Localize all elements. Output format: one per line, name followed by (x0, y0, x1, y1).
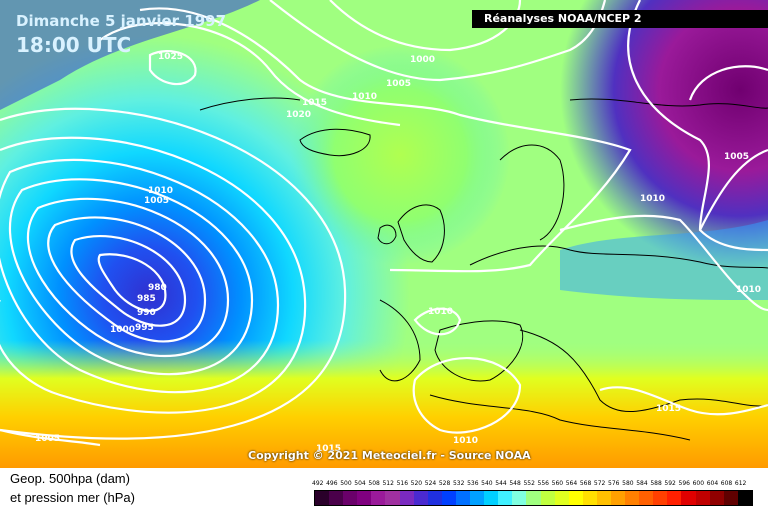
color-scale-swatch (455, 491, 471, 505)
color-scale-swatch (667, 491, 682, 505)
color-scale-value: 588 (650, 480, 662, 487)
isobar-label: 1010 (352, 92, 377, 102)
isobar-label: 990 (137, 308, 156, 318)
color-scale-swatch (371, 491, 386, 505)
isobar-label: 1015 (316, 444, 341, 454)
color-scale-swatch (413, 491, 428, 505)
color-scale-value: 528 (438, 480, 451, 487)
isobar-label: 1010 (736, 285, 761, 295)
color-scale-value: 532 (452, 480, 465, 487)
coastlines (199, 97, 768, 441)
color-scale-value: 540 (481, 480, 493, 487)
isobar-label: 1015 (656, 404, 681, 414)
color-scale-swatch (526, 491, 541, 505)
color-scale-value: 520 (410, 480, 423, 487)
color-scale-value: 548 (509, 480, 521, 487)
color-scale-value: 608 (720, 480, 733, 487)
isobar-label: 1005 (144, 196, 169, 206)
color-scale-swatch (709, 491, 724, 505)
color-scale-value: 600 (692, 480, 705, 487)
source-label: Réanalyses NOAA/NCEP 2 (472, 10, 768, 28)
color-scale-swatch (639, 491, 654, 505)
isobar-label: 985 (137, 294, 156, 304)
color-scale-swatch (540, 491, 555, 505)
color-scale-swatch (554, 491, 569, 505)
color-scale-swatch (596, 491, 611, 505)
isobar-label: 1005 (35, 434, 60, 444)
isobar-label: 1010 (428, 307, 453, 317)
color-scale-bar (314, 490, 753, 506)
legend-title-line2: et pression mer (hPa) (10, 490, 135, 505)
color-scale-swatch (737, 491, 752, 505)
color-scale-value: 552 (523, 480, 535, 487)
color-scale-swatch (610, 491, 626, 505)
color-scale-swatch (653, 491, 668, 505)
isobar-label: 1000 (110, 325, 135, 335)
color-scale-swatch (427, 491, 442, 505)
weather-map: 1025 1000 1005 1010 1015 1020 1010 1005 … (0, 0, 768, 468)
color-scale-swatch (315, 491, 330, 505)
isobar-label: 1025 (158, 52, 183, 62)
color-scale-value: 584 (636, 480, 648, 487)
isobar-label: 1005 (386, 79, 411, 89)
color-scale-value: 612 (734, 480, 747, 487)
color-scale-value: 500 (340, 480, 352, 487)
color-scale-swatch (484, 491, 499, 505)
color-scale-value: 568 (579, 480, 592, 487)
color-scale-value: 564 (565, 480, 578, 487)
color-scale-swatch (399, 491, 414, 505)
color-scale-swatch (568, 491, 583, 505)
color-scale-swatch (723, 491, 738, 505)
color-scale-swatch (498, 491, 513, 505)
color-scale-swatch (441, 491, 456, 505)
color-scale-swatch (582, 491, 597, 505)
color-scale-value: 596 (678, 480, 690, 487)
color-scale-value: 604 (706, 480, 719, 487)
color-scale-value: 536 (467, 480, 479, 487)
color-scale-value: 592 (664, 480, 676, 487)
color-scale-value: 544 (495, 480, 507, 487)
isobar-label: 1010 (148, 186, 173, 196)
color-scale-swatch (385, 491, 400, 505)
color-scale-value: 496 (326, 480, 338, 487)
isobar-label: 995 (135, 323, 154, 333)
color-scale-value: 516 (396, 480, 409, 487)
color-scale-value: 504 (354, 480, 366, 487)
color-scale-swatch (625, 491, 640, 505)
color-scale-value: 512 (382, 480, 394, 487)
isobar-label: 1010 (640, 194, 665, 204)
map-date: Dimanche 5 janvier 1997 (16, 12, 227, 30)
color-scale-swatch (470, 491, 485, 505)
isobar-label: 1000 (410, 55, 435, 65)
color-scale-labels: 492 496 500 504 508 512 516 520 524 528 532 536 540 5… (312, 480, 752, 489)
color-scale-value: 576 (608, 480, 620, 487)
isobars (0, 0, 768, 447)
isobar-labels: 1025 1000 1005 1010 1015 1020 1010 1005 … (35, 52, 761, 454)
isobar-label: 1015 (302, 98, 327, 108)
color-scale-swatch (343, 491, 358, 505)
legend-title-line1: Geop. 500hpa (dam) (10, 471, 130, 486)
color-scale-value: 572 (593, 480, 606, 487)
color-scale-value: 524 (424, 480, 437, 487)
color-scale-swatch (357, 491, 372, 505)
isobar-label: 1005 (724, 152, 749, 162)
copyright-notice: Copyright © 2021 Meteociel.fr - Source N… (248, 449, 531, 462)
color-scale-swatch (329, 491, 344, 505)
color-scale-value: 580 (622, 480, 634, 487)
color-scale-value: 560 (551, 480, 564, 487)
isobar-label: 1010 (453, 436, 478, 446)
map-canvas: 1025 1000 1005 1010 1015 1020 1010 1005 … (0, 0, 768, 468)
isobar-label: 980 (148, 283, 167, 293)
color-scale-swatch (681, 491, 696, 505)
color-scale-swatch (512, 491, 527, 505)
color-scale-value: 508 (368, 480, 380, 487)
color-scale-value: 556 (537, 480, 549, 487)
color-scale-value: 492 (312, 480, 324, 487)
color-scale-swatch (695, 491, 710, 505)
isobar-label: 1020 (286, 110, 311, 120)
map-time: 18:00 UTC (16, 33, 132, 57)
